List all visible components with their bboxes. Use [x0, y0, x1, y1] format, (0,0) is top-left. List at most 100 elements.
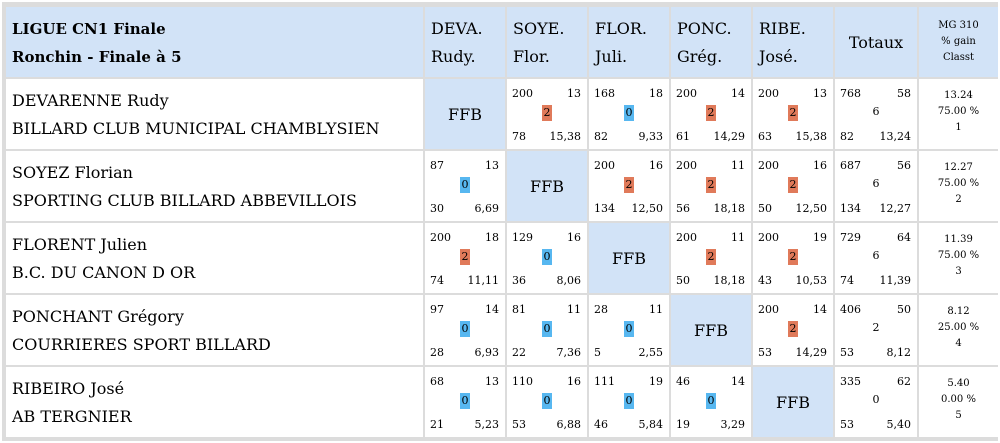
total-points: 729 [840, 231, 861, 244]
title-line-2: Ronchin - Finale à 5 [12, 48, 182, 66]
average: 12,50 [795, 202, 828, 215]
reprises: 13 [813, 87, 827, 100]
average: 6,69 [474, 202, 500, 215]
reprises: 18 [485, 231, 499, 244]
reprises: 19 [649, 375, 663, 388]
col-header-l1: FLOR. [595, 19, 647, 38]
opponent-points: 63 [758, 130, 772, 143]
mg-cell: 13.24 75.00 % 1 [919, 79, 998, 149]
self-match-cell: FFB [671, 295, 751, 365]
reprises: 18 [649, 87, 663, 100]
match-cell: 200 13 2 63 15,38 [753, 79, 833, 149]
average: 2,55 [638, 346, 664, 359]
win-percentage: 0.00 % [941, 394, 976, 405]
match-cell: 200 14 2 61 14,29 [671, 79, 751, 149]
result-badge: 2 [624, 177, 634, 193]
col-header-l1: PONC. [677, 19, 732, 38]
match-cell: 68 13 0 21 5,23 [425, 367, 505, 437]
result-badge: 0 [624, 105, 634, 121]
table-row: FLORENT Julien B.C. DU CANON D OR 200 18 2 74… [6, 223, 998, 293]
mg-header-line-2: % gain [941, 36, 976, 47]
opponent-points: 43 [758, 274, 772, 287]
average: 5,23 [474, 418, 500, 431]
total-reprises: 64 [897, 231, 911, 244]
totals-cell: 729 64 6 74 11,39 [835, 223, 917, 293]
ranking: 4 [955, 338, 962, 349]
average: 9,33 [638, 130, 664, 143]
player-name: SOYEZ Florian [12, 163, 133, 182]
player-cell: SOYEZ Florian SPORTING CLUB BILLARD ABBEV… [6, 151, 423, 221]
mg-cell: 11.39 75.00 % 3 [919, 223, 998, 293]
col-header-l1: DEVA. [431, 19, 483, 38]
player-club: COURRIERES SPORT BILLARD [12, 335, 271, 354]
result-badge: 2 [788, 249, 798, 265]
ranking: 1 [955, 122, 962, 133]
average: 5,84 [638, 418, 664, 431]
table-row: PONCHANT Grégory COURRIERES SPORT BILLARD… [6, 295, 998, 365]
reprises: 13 [485, 159, 499, 172]
opponent-points: 50 [676, 274, 690, 287]
player-club: BILLARD CLUB MUNICIPAL CHAMBLYSIEN [12, 119, 380, 138]
col-header-flor: FLOR. Juli. [589, 7, 669, 77]
total-opponent-points: 74 [840, 274, 854, 287]
match-cell: 200 19 2 43 10,53 [753, 223, 833, 293]
points: 46 [676, 375, 690, 388]
general-average: 8.12 [947, 306, 970, 317]
opponent-points: 21 [430, 418, 444, 431]
player-name: FLORENT Julien [12, 235, 148, 254]
result-badge: 0 [542, 393, 552, 409]
match-cell: 46 14 0 19 3,29 [671, 367, 751, 437]
points: 200 [594, 159, 615, 172]
reprises: 14 [813, 303, 827, 316]
result-badge: 2 [788, 105, 798, 121]
player-club: AB TERGNIER [12, 407, 132, 426]
opponent-points: 46 [594, 418, 608, 431]
win-percentage: 75.00 % [937, 250, 980, 261]
col-header-ponc: PONC. Grég. [671, 7, 751, 77]
average: 6,88 [556, 418, 582, 431]
total-reprises: 58 [897, 87, 911, 100]
general-average: 12.27 [944, 162, 973, 173]
points: 200 [758, 159, 779, 172]
result-badge: 2 [706, 105, 716, 121]
total-points: 768 [840, 87, 861, 100]
col-header-l2: Flor. [513, 47, 550, 66]
total-average: 8,12 [886, 346, 912, 359]
col-header-l2: Rudy. [431, 47, 476, 66]
total-opponent-points: 53 [840, 346, 854, 359]
opponent-points: 74 [430, 274, 444, 287]
player-club: B.C. DU CANON D OR [12, 263, 196, 282]
col-header-l2: Juli. [595, 47, 628, 66]
opponent-points: 61 [676, 130, 690, 143]
mg-cell: 12.27 75.00 % 2 [919, 151, 998, 221]
table-row: SOYEZ Florian SPORTING CLUB BILLARD ABBEV… [6, 151, 998, 221]
opponent-points: 82 [594, 130, 608, 143]
reprises: 16 [567, 375, 581, 388]
match-cell: 110 16 0 53 6,88 [507, 367, 587, 437]
result-badge: 2 [542, 105, 552, 121]
points: 97 [430, 303, 444, 316]
average: 18,18 [713, 274, 746, 287]
reprises: 19 [813, 231, 827, 244]
result-badge: 0 [624, 393, 634, 409]
opponent-points: 56 [676, 202, 690, 215]
total-match-points: 6 [872, 177, 880, 190]
table-row: RIBEIRO José AB TERGNIER 68 13 0 21 5,23 110 16 0… [6, 367, 998, 437]
col-header-deva: DEVA. Rudy. [425, 7, 505, 77]
points: 200 [676, 231, 697, 244]
reprises: 11 [731, 159, 745, 172]
points: 87 [430, 159, 444, 172]
total-match-points: 0 [872, 393, 880, 406]
total-opponent-points: 82 [840, 130, 854, 143]
match-cell: 200 18 2 74 11,11 [425, 223, 505, 293]
points: 200 [676, 87, 697, 100]
totals-cell: 687 56 6 134 12,27 [835, 151, 917, 221]
win-percentage: 75.00 % [937, 178, 980, 189]
opponent-points: 19 [676, 418, 690, 431]
result-badge: 0 [460, 393, 470, 409]
mg-cell: 8.12 25.00 % 4 [919, 295, 998, 365]
player-cell: FLORENT Julien B.C. DU CANON D OR [6, 223, 423, 293]
match-cell: 87 13 0 30 6,69 [425, 151, 505, 221]
opponent-points: 22 [512, 346, 526, 359]
col-header-totals: Totaux [835, 7, 917, 77]
